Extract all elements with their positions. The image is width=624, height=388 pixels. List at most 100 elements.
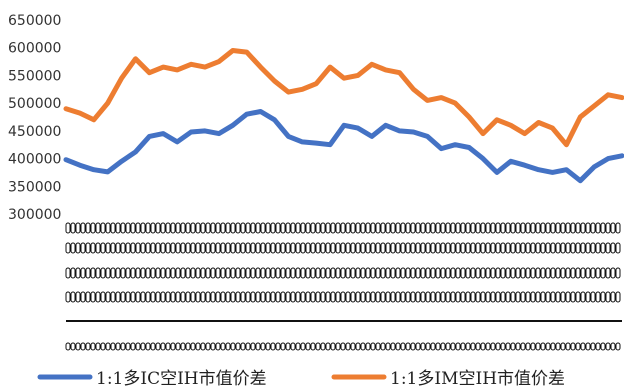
x-tick-label-glyph <box>90 291 96 303</box>
y-axis: 300000 350000 400000 450000 500000 550000 6000… <box>8 13 61 223</box>
x-tick-label-glyph <box>260 242 266 254</box>
x-tick-label-glyph <box>315 291 321 303</box>
x-tick-label-glyph <box>295 291 301 303</box>
x-tick-label-glyph <box>590 342 596 351</box>
x-tick-label-glyph <box>435 267 441 279</box>
x-tick-label-glyph <box>400 291 406 303</box>
x-tick-label-glyph <box>450 291 456 303</box>
x-tick-label-glyph <box>610 267 616 279</box>
x-tick-label-glyph <box>225 267 231 279</box>
x-tick-label-glyph <box>385 342 391 351</box>
x-tick-label-glyph <box>260 342 266 351</box>
x-tick-label-glyph <box>70 291 76 303</box>
x-tick-label-glyph <box>505 267 511 279</box>
x-tick-label-glyph <box>350 291 356 303</box>
x-tick-label-glyph <box>300 242 306 254</box>
x-tick-label-glyph <box>280 267 286 279</box>
x-tick-label-glyph <box>525 291 531 303</box>
x-tick-label-glyph <box>525 222 531 234</box>
x-tick-label-glyph <box>440 242 446 254</box>
x-tick-label-glyph <box>420 222 426 234</box>
x-tick-label-glyph <box>300 291 306 303</box>
x-tick-label-glyph <box>430 267 436 279</box>
x-tick-label-glyph <box>470 222 476 234</box>
x-tick-label-glyph <box>130 342 136 351</box>
x-tick-label-glyph <box>445 242 451 254</box>
x-tick-label-glyph <box>490 242 496 254</box>
x-tick-label-glyph <box>320 242 326 254</box>
x-tick-label-glyph <box>160 242 166 254</box>
x-tick-label-glyph <box>160 222 166 234</box>
x-tick-label-glyph <box>570 222 576 234</box>
x-tick-label-glyph <box>280 291 286 303</box>
x-tick-label-glyph <box>220 267 226 279</box>
x-tick-label-glyph <box>505 342 511 351</box>
x-tick-label-glyph <box>305 242 311 254</box>
x-tick-label-glyph <box>100 342 106 351</box>
x-tick-label-glyph <box>540 222 546 234</box>
x-tick-label-glyph <box>475 342 481 351</box>
x-tick-label-glyph <box>415 267 421 279</box>
x-tick-label-glyph <box>220 222 226 234</box>
x-tick-label-glyph <box>365 267 371 279</box>
x-tick-label-glyph <box>530 291 536 303</box>
x-tick-label-glyph <box>295 222 301 234</box>
x-tick-label-glyph <box>160 291 166 303</box>
x-tick-label-glyph <box>540 291 546 303</box>
x-tick-label-glyph <box>110 291 116 303</box>
x-tick-label-glyph <box>190 242 196 254</box>
x-tick-label-glyph <box>270 242 276 254</box>
x-tick-label-glyph <box>575 242 581 254</box>
x-tick-label-glyph <box>420 291 426 303</box>
x-tick-label-glyph <box>570 342 576 351</box>
x-tick-label-glyph <box>365 242 371 254</box>
x-tick-label-glyph <box>155 242 161 254</box>
x-tick-label-glyph <box>325 342 331 351</box>
x-tick-label-glyph <box>380 222 386 234</box>
x-tick-label-glyph <box>505 222 511 234</box>
x-tick-label-glyph <box>270 267 276 279</box>
x-tick-label-glyph <box>185 242 191 254</box>
x-tick-label-glyph <box>500 267 506 279</box>
x-tick-label-glyph <box>290 242 296 254</box>
x-tick-label-glyph <box>70 267 76 279</box>
x-tick-label-glyph <box>460 291 466 303</box>
x-tick-label-glyph <box>230 342 236 351</box>
x-tick-label-glyph <box>445 222 451 234</box>
x-tick-label-glyph <box>225 242 231 254</box>
x-tick-label-glyph <box>215 267 221 279</box>
x-tick-label-glyph <box>180 242 186 254</box>
x-tick-label-glyph <box>185 291 191 303</box>
x-tick-label-glyph <box>570 242 576 254</box>
x-tick-label-glyph <box>70 342 76 351</box>
x-tick-label-glyph <box>285 291 291 303</box>
x-tick-label-glyph <box>375 267 381 279</box>
x-tick-label-glyph <box>510 222 516 234</box>
x-tick-label-glyph <box>580 342 586 351</box>
x-tick-label-glyph <box>585 291 591 303</box>
x-tick-label-glyph <box>375 222 381 234</box>
x-tick-label-glyph <box>95 291 101 303</box>
x-tick-label-glyph <box>390 222 396 234</box>
x-tick-label-glyph <box>450 222 456 234</box>
x-tick-label-glyph <box>390 291 396 303</box>
x-tick-label-glyph <box>515 222 521 234</box>
x-tick-label-glyph <box>325 267 331 279</box>
x-tick-label-glyph <box>515 291 521 303</box>
x-tick-label-glyph <box>150 222 156 234</box>
x-tick-label-glyph <box>510 267 516 279</box>
x-tick-label-glyph <box>425 342 431 351</box>
x-tick-label-glyph <box>150 267 156 279</box>
x-tick-label-glyph <box>495 242 501 254</box>
x-tick-label-glyph <box>275 242 281 254</box>
x-tick-label-glyph <box>520 342 526 351</box>
x-tick-label-glyph <box>100 222 106 234</box>
x-tick-label-glyph <box>225 222 231 234</box>
x-tick-label-glyph <box>395 222 401 234</box>
x-tick-label-glyph <box>555 242 561 254</box>
x-tick-label-glyph <box>330 267 336 279</box>
x-tick-label-glyph <box>470 242 476 254</box>
x-tick-label-glyph <box>510 291 516 303</box>
x-tick-label-glyph <box>370 242 376 254</box>
x-tick-label-glyph <box>240 267 246 279</box>
